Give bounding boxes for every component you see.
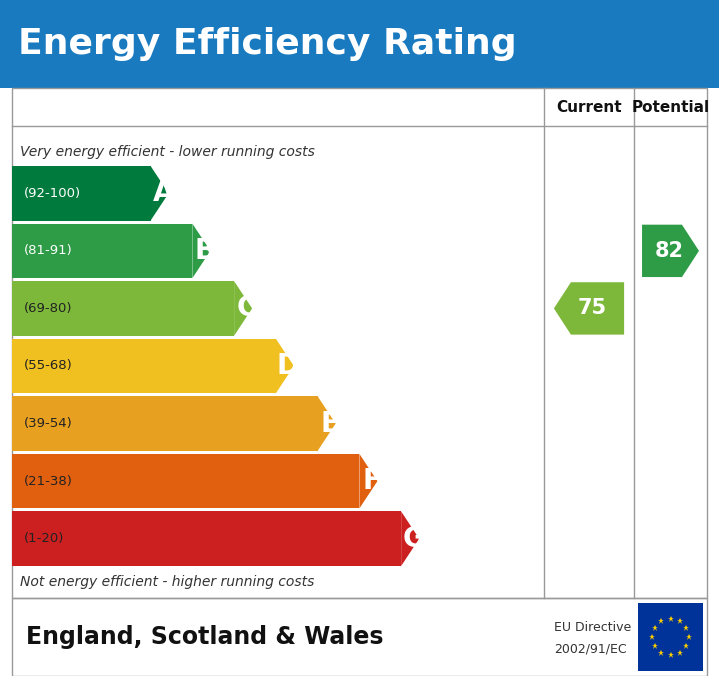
Bar [12,281,234,336]
Text: 82: 82 [654,241,683,261]
Polygon shape [234,281,252,336]
Text: 75: 75 [578,298,607,318]
Text: C: C [237,295,257,322]
Bar [12,166,150,220]
Text: F: F [362,467,382,495]
Text: (55-68): (55-68) [24,360,73,372]
Text: B: B [194,237,216,265]
Bar [12,512,401,566]
Bar [12,339,276,393]
Text: G: G [403,525,425,553]
Bar [638,603,703,671]
Bar [12,454,360,508]
Text: 2002/91/EC: 2002/91/EC [554,642,627,655]
Polygon shape [642,224,699,277]
Polygon shape [276,339,294,393]
Polygon shape [318,396,336,451]
Text: A: A [152,179,174,208]
Text: (21-38): (21-38) [24,475,73,487]
Text: Potential: Potential [631,99,710,114]
Polygon shape [554,283,624,335]
Text: (39-54): (39-54) [24,417,73,430]
Polygon shape [360,454,377,508]
Text: E: E [321,410,339,437]
Text: (1-20): (1-20) [24,532,65,546]
Bar [12,88,707,598]
Text: (69-80): (69-80) [24,302,73,315]
Bar [0,0,719,88]
Text: EU Directive: EU Directive [554,621,631,634]
Text: D: D [277,352,300,380]
Polygon shape [150,166,168,220]
Text: Not energy efficient - higher running costs: Not energy efficient - higher running co… [20,575,314,589]
Bar [12,396,318,451]
Bar [12,598,707,676]
Text: (92-100): (92-100) [24,187,81,200]
Text: England, Scotland & Wales: England, Scotland & Wales [26,625,383,649]
Text: Current: Current [557,99,622,114]
Text: (81-91): (81-91) [24,244,73,258]
Text: Very energy efficient - lower running costs: Very energy efficient - lower running co… [20,145,315,159]
Polygon shape [401,512,419,566]
Text: Energy Efficiency Rating: Energy Efficiency Rating [18,27,517,61]
Bar [12,224,193,278]
Polygon shape [193,224,211,278]
